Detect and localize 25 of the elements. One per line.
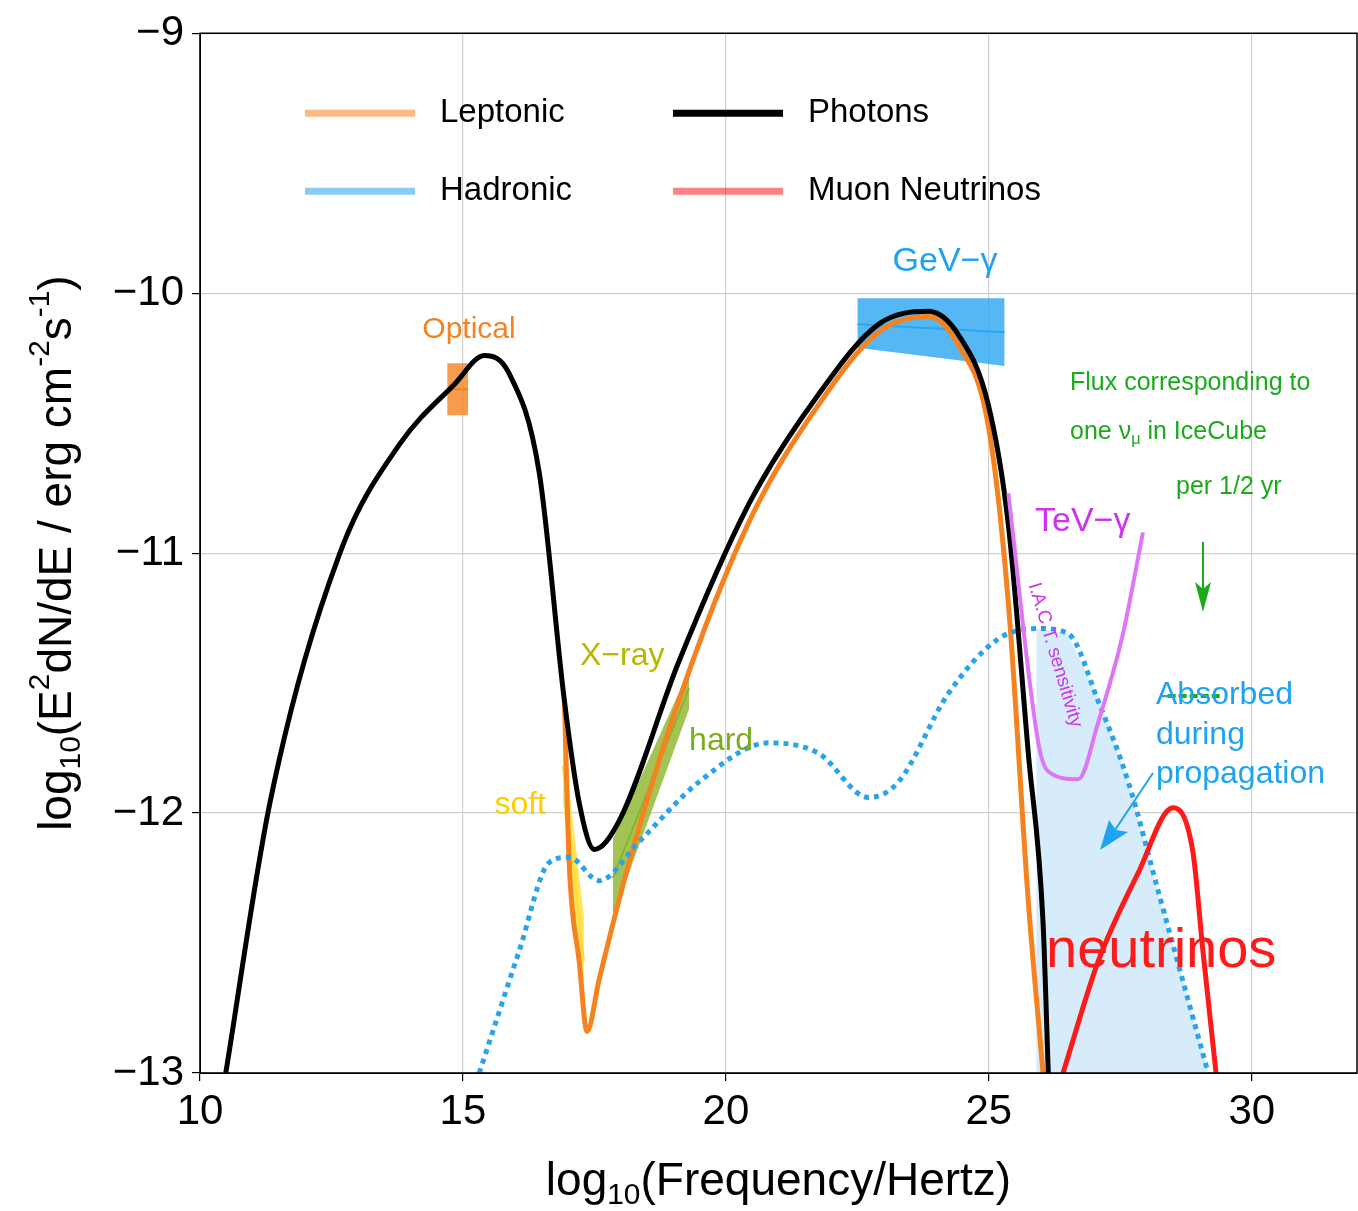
annotation: per 1/2 yr	[1176, 470, 1282, 499]
annotation: propagation	[1156, 753, 1326, 790]
annotation: soft	[494, 784, 547, 821]
legend-label: Photons	[808, 92, 930, 130]
x-tick-label: 30	[1228, 1085, 1276, 1133]
y-tick-label: −9	[136, 6, 184, 54]
annotation: GeV−γ	[892, 240, 998, 279]
x-tick-label: 25	[965, 1085, 1013, 1133]
y-tick-label: −10	[112, 266, 184, 314]
text: log10(E2dN/dE / erg cm-2s-1)	[21, 275, 87, 831]
annotation: Flux corresponding to	[1070, 366, 1311, 395]
y-tick-label: −12	[112, 786, 184, 834]
line-series	[1006, 491, 1145, 782]
legend-label: Leptonic	[440, 92, 565, 130]
annotation: TeV−γ	[1035, 500, 1131, 539]
annotation: X−ray	[580, 635, 665, 672]
annotation: hard	[689, 721, 754, 758]
x-tick-label: 15	[439, 1085, 487, 1133]
annotation: during	[1156, 714, 1245, 751]
legend-label: Hadronic	[440, 170, 573, 208]
legend-label: Muon Neutrinos	[808, 170, 1041, 208]
x-tick-label: 20	[702, 1085, 750, 1133]
annotation: Absorbed	[1156, 674, 1293, 711]
y-tick-label: −11	[115, 526, 184, 574]
annotation: Optical	[422, 311, 516, 345]
